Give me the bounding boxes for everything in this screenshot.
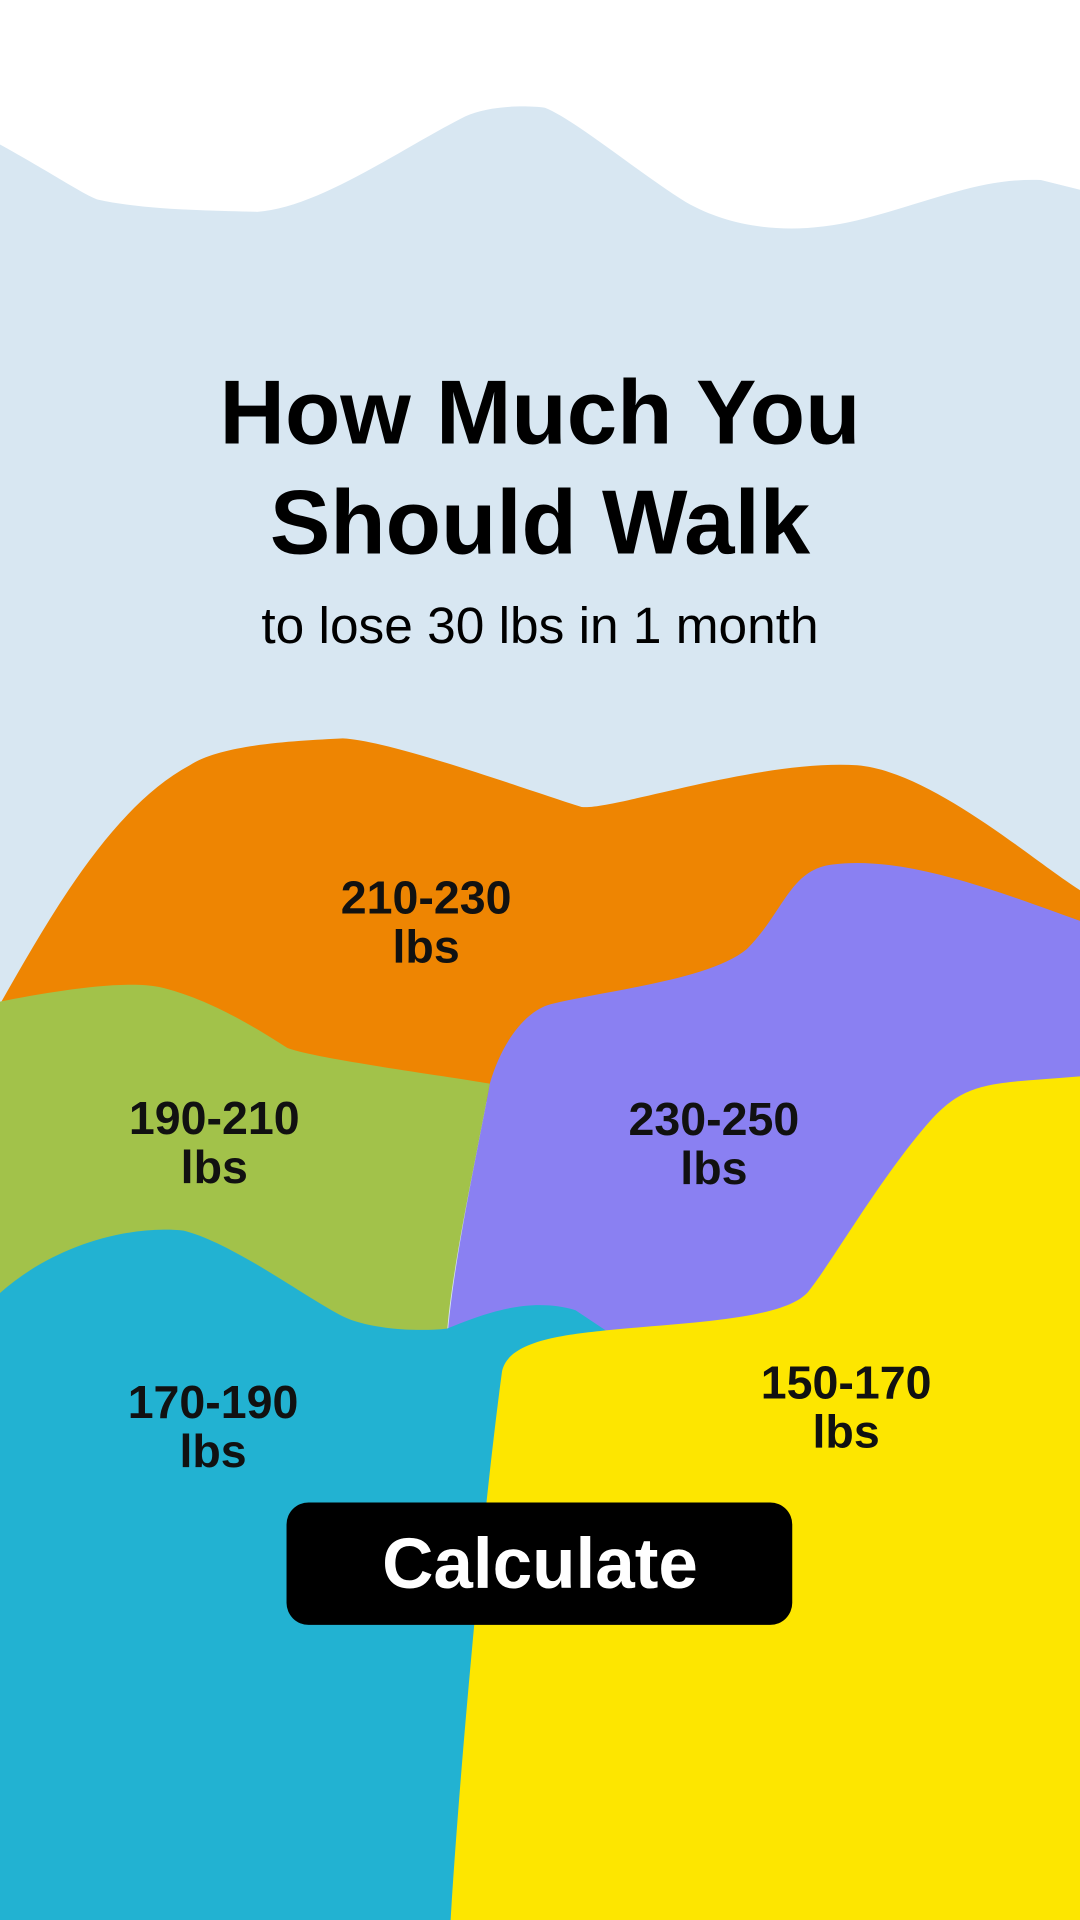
calculate-button[interactable]: Calculate: [286, 1502, 793, 1625]
button-background[interactable]: [286, 1502, 793, 1625]
region-label: 170-190: [128, 1376, 299, 1428]
title-line: Should Walk: [270, 472, 811, 573]
button-label[interactable]: Calculate: [382, 1525, 698, 1604]
region-label: 210-230: [341, 871, 512, 923]
title-line: How Much You: [220, 362, 861, 463]
region-unit: lbs: [680, 1142, 747, 1194]
yellow-region: [450, 1076, 1080, 1920]
region-unit: lbs: [393, 920, 460, 972]
region-unit: lbs: [813, 1405, 880, 1457]
region-unit: lbs: [179, 1425, 246, 1477]
subtitle: to lose 30 lbs in 1 month: [261, 596, 818, 654]
region-unit: lbs: [181, 1141, 248, 1193]
region-label: 150-170: [761, 1356, 932, 1408]
region-label: 190-210: [129, 1092, 300, 1144]
region-label: 230-250: [629, 1093, 800, 1145]
